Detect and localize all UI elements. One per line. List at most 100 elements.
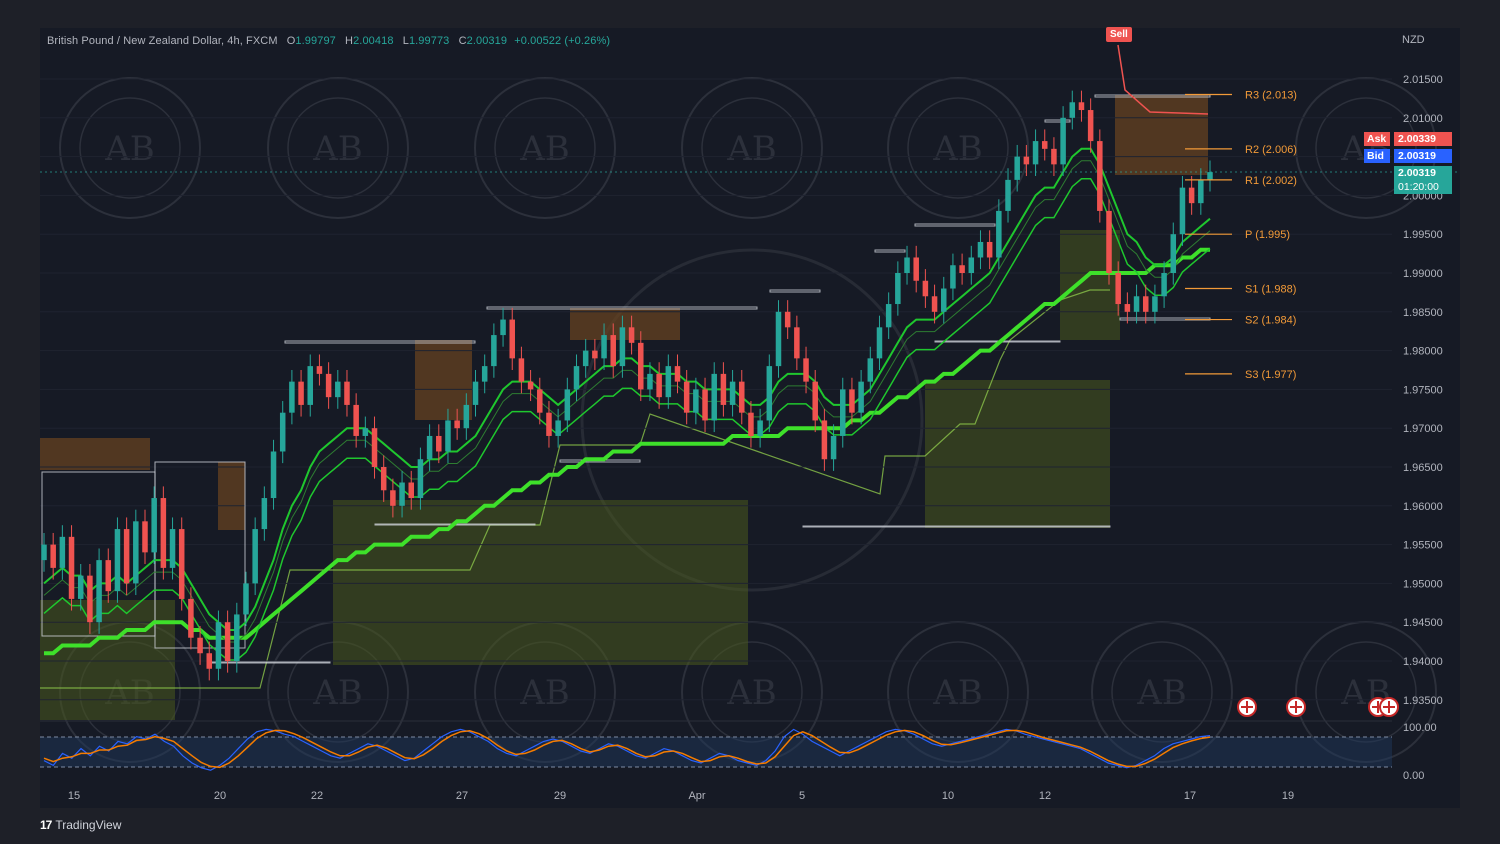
candle-body: [739, 381, 745, 413]
candle-body: [610, 335, 616, 367]
watermark-text: AB: [519, 129, 570, 169]
candle-body: [408, 482, 414, 499]
candle-body: [665, 366, 672, 398]
range-box: [769, 289, 821, 293]
candle-body: [68, 536, 75, 599]
candle-body: [41, 544, 47, 561]
watermark-text: AB: [104, 129, 155, 169]
event-markers[interactable]: [1237, 697, 1399, 717]
y-tick-label: 1.97000: [1403, 423, 1443, 435]
cloud-bear: [40, 438, 150, 470]
candle-body: [1078, 102, 1085, 111]
y-tick-label: 1.98500: [1403, 307, 1443, 319]
sell-signal-line: [1117, 44, 1209, 115]
candle-body: [1188, 187, 1195, 204]
last-price-tag: 2.00319: [1394, 166, 1452, 180]
candle-body: [931, 296, 938, 312]
candle-body: [1170, 234, 1177, 273]
economic-event-flag-icon[interactable]: [1237, 697, 1257, 717]
economic-event-flag-icon[interactable]: [1379, 697, 1399, 717]
candle-body: [1041, 141, 1048, 149]
candle-body: [821, 420, 828, 460]
candle-body: [656, 373, 662, 398]
watermark-text: AB: [1136, 673, 1187, 713]
watermark-ring: [474, 77, 616, 219]
candle-body: [1115, 273, 1121, 305]
pivot-label: S2 (1.984): [1245, 315, 1296, 327]
candle-body: [133, 521, 139, 584]
candle-body: [794, 327, 800, 359]
x-tick-label: 20: [214, 790, 226, 802]
economic-event-flag-icon[interactable]: [1286, 697, 1306, 717]
watermark-text: AB: [932, 673, 983, 713]
candle-body: [169, 529, 176, 568]
cloud-layer: [40, 95, 1208, 720]
watermark-text: AB: [726, 129, 777, 169]
y-tick-label: 1.96500: [1403, 462, 1443, 474]
candle-body: [573, 366, 580, 390]
pivot-label: R2 (2.006): [1245, 144, 1297, 156]
candle-body: [1051, 148, 1057, 165]
y-tick-label: 1.96000: [1403, 501, 1443, 513]
watermark-ring-inner: [1111, 641, 1213, 743]
candle-body: [628, 327, 635, 343]
grid-layer: [40, 78, 1460, 701]
tradingview-logo-icon: 17: [40, 818, 52, 832]
axes-layer: 2.015002.010002.005002.000001.995001.990…: [40, 74, 1443, 802]
candle-body: [1142, 296, 1149, 312]
candle-body: [481, 366, 488, 382]
candle-body: [766, 366, 773, 421]
candle-body: [867, 358, 874, 382]
stochastic-layer: [40, 728, 1392, 771]
x-tick-label: 29: [554, 790, 566, 802]
candle-body: [142, 521, 148, 553]
candle-body: [1106, 210, 1112, 273]
symbol-header: British Pound / New Zealand Dollar, 4h, …: [47, 35, 610, 47]
candle-body: [151, 498, 157, 553]
watermark-ring: [267, 77, 409, 219]
candle-body: [114, 529, 121, 592]
watermark-text: AB: [312, 129, 363, 169]
open-value: 1.99797: [295, 35, 336, 47]
candle-body: [105, 560, 112, 592]
candle-body: [922, 280, 929, 297]
candle-body: [178, 529, 185, 599]
candle-body: [252, 529, 258, 584]
bid-price-tag: 2.00319: [1394, 149, 1452, 163]
candle-body: [215, 622, 222, 669]
candle-body: [555, 420, 561, 436]
watermark-ring-inner: [287, 97, 389, 199]
tradingview-logo[interactable]: 17 TradingView: [40, 818, 121, 832]
watermark-ring-inner: [701, 641, 803, 743]
x-tick-label: 15: [68, 790, 80, 802]
pivot-label: S3 (1.977): [1245, 369, 1296, 381]
open-label: O: [286, 35, 296, 47]
candle-body: [858, 381, 864, 413]
candle-body: [123, 529, 130, 584]
candle-body: [840, 389, 846, 436]
high-label: H: [345, 35, 354, 47]
low-value: 1.99773: [408, 35, 450, 47]
candle-body: [702, 389, 708, 421]
candle-body: [1133, 296, 1140, 312]
candle-body: [261, 498, 268, 530]
candle-body: [564, 389, 571, 421]
candle-body: [87, 575, 93, 623]
candle-body: [895, 273, 901, 305]
candle-body: [986, 241, 993, 258]
candle-body: [59, 536, 66, 568]
range-box: [802, 525, 1111, 528]
candle-body: [1005, 179, 1011, 211]
y-tick-label: 2.01000: [1403, 113, 1443, 125]
y-tick-label: 1.97500: [1403, 384, 1443, 396]
candle-body: [729, 381, 736, 405]
candle-body: [1060, 117, 1066, 165]
watermark-ring-inner: [1315, 641, 1417, 743]
candle-body: [638, 342, 644, 390]
y-tick-label: 1.94500: [1403, 617, 1443, 629]
candle-body: [647, 373, 653, 390]
candle-body: [1087, 110, 1094, 142]
watermark-ring-inner: [494, 97, 596, 199]
stoch-d-line: [43, 729, 1211, 769]
